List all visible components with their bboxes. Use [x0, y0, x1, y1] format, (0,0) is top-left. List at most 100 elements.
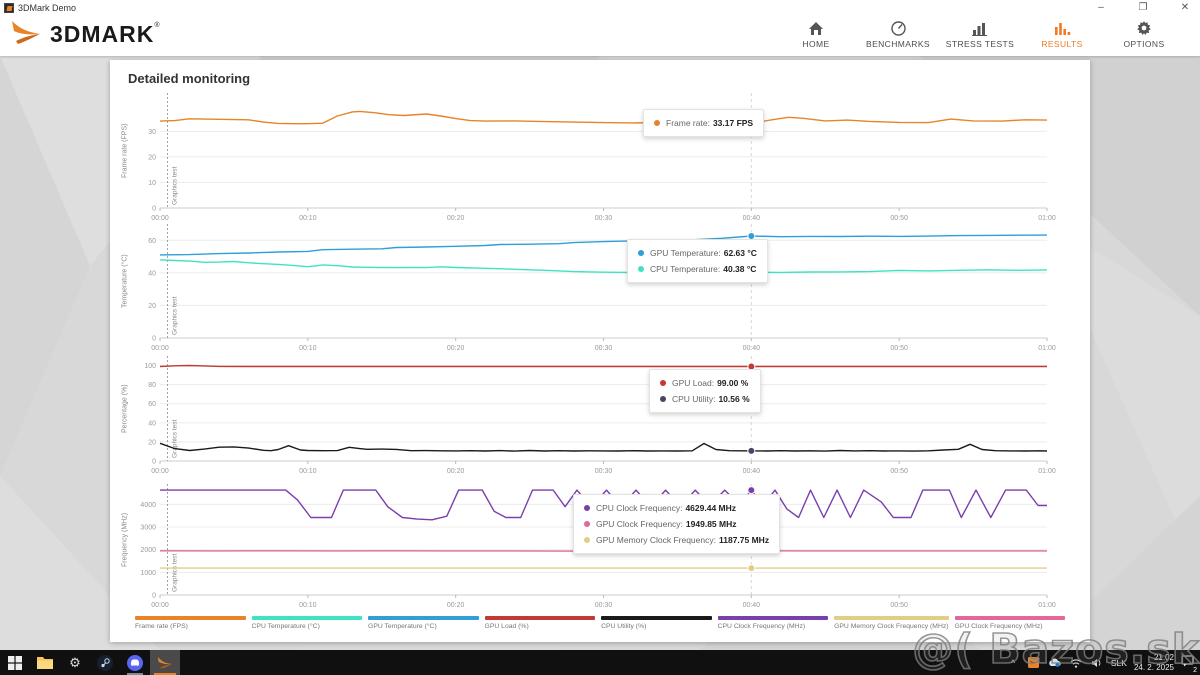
chart-percentage[interactable]: Percentage (%) 0 20 40 60 80 100 Graphics test… [122, 356, 1064, 483]
tooltip-value: 10.56 % [718, 394, 750, 404]
tooltip-label: GPU Load: [672, 378, 715, 388]
network-icon[interactable] [1069, 658, 1083, 668]
chart-temperature[interactable]: Temperature (°C) 0 20 40 60 Graphics test 00:… [122, 224, 1064, 360]
series-line [159, 110, 1048, 125]
app-icon [4, 3, 14, 13]
hover-marker [747, 486, 756, 495]
steam-button[interactable] [90, 650, 120, 675]
svg-text:00:30: 00:30 [595, 345, 613, 352]
legend-item[interactable]: GPU Clock Frequency (MHz) [954, 616, 1066, 630]
svg-text:01:00: 01:00 [1038, 468, 1056, 475]
svg-text:00:30: 00:30 [595, 215, 613, 222]
nav-label: STRESS TESTS [945, 39, 1015, 49]
section-label: Graphics test [171, 420, 178, 458]
tray-chevron-icon[interactable]: ^ [1010, 657, 1015, 668]
svg-text:00:20: 00:20 [447, 215, 465, 222]
notification-center-button[interactable]: 2 [1181, 654, 1197, 674]
chart-plot[interactable]: 0 20 40 60 80 100 Graphics test 00:00 00:10 00:20… [134, 356, 1064, 478]
nav-item-options[interactable]: OPTIONS [1108, 18, 1180, 49]
chart-plot[interactable]: 0 20 40 60 Graphics test 00:00 00:10 00:20 00:30… [134, 224, 1064, 355]
svg-text:00:30: 00:30 [595, 602, 613, 609]
legend-label: CPU Clock Frequency (MHz) [717, 623, 806, 630]
file-explorer-button[interactable] [30, 650, 60, 675]
y-axis-label: Temperature (°C) [121, 254, 129, 308]
tooltip-label: GPU Temperature: [650, 248, 721, 258]
clock[interactable]: 21:02 24. 2. 2025 [1134, 653, 1174, 673]
window-title: 3DMark Demo [18, 3, 77, 13]
legend-item[interactable]: CPU Utility (%) [601, 616, 712, 630]
home-icon [780, 18, 852, 36]
svg-text:00:30: 00:30 [595, 468, 613, 475]
tooltip-label: CPU Utility: [672, 394, 716, 404]
tooltip-value: 4629.44 MHz [685, 503, 737, 513]
y-axis-label: Frame rate (FPS) [121, 123, 129, 178]
svg-text:00:00: 00:00 [151, 345, 169, 352]
legend-item[interactable]: CPU Temperature (°C) [251, 616, 363, 630]
chart-tooltip: CPU Clock Frequency: 4629.44 MHz GPU Clock… [573, 494, 781, 554]
svg-text:00:10: 00:10 [299, 345, 317, 352]
nav-item-benchmarks[interactable]: BENCHMARKS [862, 18, 934, 49]
close-button[interactable]: ✕ [1180, 2, 1190, 13]
series-line [159, 259, 1048, 274]
svg-text:0: 0 [152, 593, 156, 600]
chart-tooltip: GPU Load: 99.00 % CPU Utility: 10.56 % [649, 369, 761, 413]
nav-item-home[interactable]: HOME [780, 18, 852, 49]
hover-marker [747, 564, 756, 573]
legend-color-bar [834, 616, 949, 620]
tray-3dmark-icon[interactable] [1027, 657, 1041, 668]
svg-text:01:00: 01:00 [1038, 215, 1056, 222]
legend-item[interactable]: GPU Temperature (°C) [368, 616, 479, 630]
legend-item[interactable]: GPU Load (%) [484, 616, 596, 630]
svg-text:00:50: 00:50 [890, 602, 908, 609]
chart-frequency[interactable]: Frequency (MHz) 0 1000 2000 3000 4000 Graphic… [122, 484, 1064, 617]
system-tray: ^ SLK 21:02 24. 2. 2025 2 [1006, 650, 1200, 675]
start-button[interactable] [0, 650, 30, 675]
speaker-icon[interactable] [1090, 658, 1104, 668]
steam-icon [97, 654, 113, 671]
tooltip-label: CPU Clock Frequency: [596, 503, 683, 513]
chart-frame-rate[interactable]: Frame rate (FPS) 0 10 20 30 Graphics test 00:… [122, 93, 1064, 230]
series-color-dot [654, 120, 660, 126]
gear-icon [1108, 18, 1180, 36]
svg-text:00:40: 00:40 [743, 468, 761, 475]
legend-color-bar [601, 616, 712, 620]
nav-item-stress-tests[interactable]: STRESS TESTS [944, 18, 1016, 49]
svg-text:4000: 4000 [140, 502, 156, 509]
detailed-monitoring-card: Detailed monitoring Frame rate (FPS) 0 10… [110, 60, 1090, 642]
3dmark-app-button[interactable] [150, 650, 180, 675]
legend-item[interactable]: GPU Memory Clock Frequency (MHz) [834, 616, 949, 630]
discord-icon [127, 654, 143, 671]
language-indicator[interactable]: SLK [1110, 657, 1127, 668]
svg-text:00:20: 00:20 [447, 602, 465, 609]
series-line [159, 234, 1048, 256]
minimize-button[interactable]: – [1098, 2, 1104, 13]
svg-text:00:50: 00:50 [890, 345, 908, 352]
svg-text:60: 60 [148, 238, 156, 245]
nav-label: BENCHMARKS [866, 39, 930, 49]
legend-color-bar [368, 616, 479, 620]
settings-button[interactable]: ⚙ [60, 650, 90, 675]
svg-text:80: 80 [148, 382, 156, 389]
app-logo[interactable]: 3DMARK ® [10, 19, 160, 49]
main-nav: HOME BENCHMARKS STRESS TESTS RESULTS OPT… [780, 18, 1180, 49]
nav-label: OPTIONS [1123, 39, 1165, 49]
windows-icon [8, 655, 22, 670]
svg-text:00:20: 00:20 [447, 345, 465, 352]
onedrive-cloud-icon[interactable] [1048, 658, 1062, 667]
nav-item-results[interactable]: RESULTS [1026, 18, 1098, 49]
section-label: Graphics test [171, 554, 178, 592]
legend-item[interactable]: Frame rate (FPS) [135, 616, 246, 630]
series-line [159, 442, 1048, 452]
y-axis-label: Frequency (MHz) [121, 512, 129, 567]
folder-icon [37, 657, 53, 669]
chart-plot[interactable]: 0 10 20 30 Graphics test 00:00 00:10 00:20 00:30… [134, 93, 1064, 225]
legend-item[interactable]: CPU Clock Frequency (MHz) [717, 616, 829, 630]
legend-label: CPU Utility (%) [601, 623, 647, 630]
svg-text:30: 30 [148, 129, 156, 136]
svg-text:2000: 2000 [140, 547, 156, 554]
discord-button[interactable] [120, 650, 150, 675]
maximize-button[interactable]: ❐ [1138, 2, 1148, 13]
tooltip-row: CPU Utility: 10.56 % [660, 391, 750, 407]
tooltip-label: GPU Memory Clock Frequency: [596, 535, 716, 545]
gauge-icon [862, 18, 934, 36]
